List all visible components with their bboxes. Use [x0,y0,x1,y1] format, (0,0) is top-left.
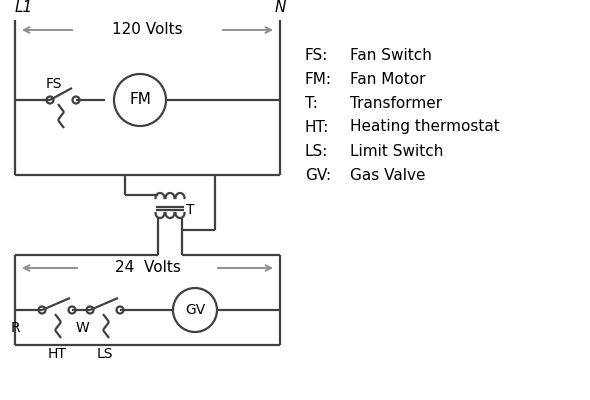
Text: N: N [274,0,286,16]
Text: LS:: LS: [305,144,329,158]
Text: Gas Valve: Gas Valve [350,168,425,182]
Text: FM: FM [129,92,151,108]
Circle shape [87,306,93,314]
Text: T: T [186,203,195,217]
Circle shape [116,306,123,314]
Text: Limit Switch: Limit Switch [350,144,443,158]
Circle shape [68,306,76,314]
Text: HT: HT [48,347,67,361]
Text: GV: GV [185,303,205,317]
Text: HT:: HT: [305,120,329,134]
Text: 120 Volts: 120 Volts [112,22,183,38]
Text: R: R [10,321,20,335]
Text: FS: FS [46,77,63,91]
Text: L1: L1 [15,0,33,16]
Text: LS: LS [97,347,113,361]
Text: FS:: FS: [305,48,329,62]
Text: Fan Switch: Fan Switch [350,48,432,62]
Circle shape [47,96,54,104]
Text: Fan Motor: Fan Motor [350,72,425,86]
Circle shape [73,96,80,104]
Text: T:: T: [305,96,318,110]
Text: 24  Volts: 24 Volts [114,260,181,276]
Text: Transformer: Transformer [350,96,442,110]
Text: Heating thermostat: Heating thermostat [350,120,500,134]
Circle shape [38,306,45,314]
Text: FM:: FM: [305,72,332,86]
Text: GV:: GV: [305,168,331,182]
Text: W: W [76,321,90,335]
